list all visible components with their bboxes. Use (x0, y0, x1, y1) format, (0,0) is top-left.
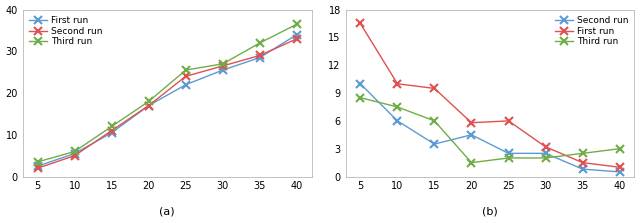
Third run (579, 152, 586, 155)
Third run (616, 147, 623, 150)
Third run (182, 69, 189, 71)
Second run (616, 171, 623, 173)
Third run (108, 125, 115, 128)
First run (356, 22, 364, 25)
Second run (293, 37, 301, 40)
Second run (34, 167, 42, 169)
First run (182, 83, 189, 86)
Second run (356, 83, 364, 85)
Line: Second run: Second run (33, 35, 301, 172)
Text: (a): (a) (159, 206, 175, 217)
First run (145, 104, 152, 107)
First run (431, 87, 438, 90)
Legend: First run, Second run, Third run: First run, Second run, Third run (28, 14, 104, 48)
First run (505, 120, 513, 122)
First run (108, 131, 115, 134)
Third run (293, 23, 301, 25)
First run (293, 33, 301, 36)
Third run (394, 106, 401, 108)
Line: Second run: Second run (356, 80, 624, 176)
Third run (219, 62, 227, 65)
Third run (34, 161, 42, 163)
Third run (505, 157, 513, 159)
Second run (145, 104, 152, 107)
Third run (256, 42, 264, 44)
Line: First run: First run (33, 30, 301, 170)
Second run (108, 129, 115, 132)
Third run (468, 161, 476, 164)
First run (71, 152, 79, 155)
Second run (579, 168, 586, 170)
First run (579, 161, 586, 164)
Third run (145, 100, 152, 103)
Third run (541, 157, 549, 159)
First run (394, 83, 401, 85)
First run (616, 166, 623, 169)
Second run (219, 65, 227, 67)
Line: First run: First run (356, 19, 624, 171)
Text: (b): (b) (482, 206, 498, 217)
Second run (541, 152, 549, 155)
Third run (71, 150, 79, 153)
First run (34, 165, 42, 167)
Second run (468, 133, 476, 136)
Second run (394, 120, 401, 122)
First run (541, 146, 549, 148)
Third run (431, 120, 438, 122)
First run (256, 56, 264, 59)
First run (219, 69, 227, 71)
Line: Third run: Third run (356, 93, 624, 167)
Second run (505, 152, 513, 155)
Legend: Second run, First run, Third run: Second run, First run, Third run (553, 14, 630, 48)
Second run (431, 143, 438, 145)
Second run (182, 75, 189, 78)
Third run (356, 96, 364, 99)
First run (468, 121, 476, 124)
Line: Third run: Third run (33, 20, 301, 166)
Second run (71, 154, 79, 157)
Second run (256, 54, 264, 57)
